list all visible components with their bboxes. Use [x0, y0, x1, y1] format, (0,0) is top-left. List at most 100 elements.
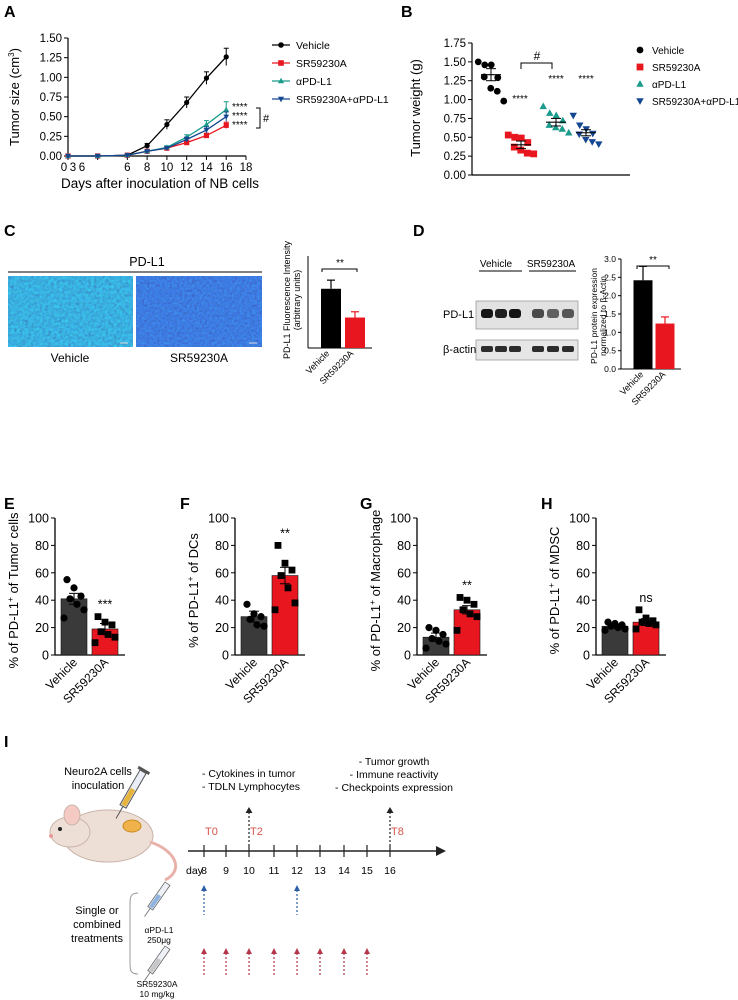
a-point — [223, 106, 230, 112]
g-point — [463, 596, 471, 604]
b-y-tick-label: 1.00 — [444, 95, 466, 107]
d-band-pdl1 — [495, 309, 507, 318]
d-band-pdl1 — [532, 309, 544, 318]
a-x-tick-label: 14 — [200, 162, 213, 174]
c-y-label-2: (arbitrary units) — [292, 270, 302, 331]
a-point — [164, 146, 170, 152]
d-band-actin — [532, 346, 544, 352]
b-point — [530, 150, 538, 158]
g-point — [453, 626, 461, 634]
panel-letter-d: D — [413, 223, 425, 240]
i-early-1: - Cytokines in tumor — [202, 768, 296, 780]
g-point — [428, 634, 436, 643]
h-y-tick-label: 0 — [583, 649, 590, 663]
i-drug2-name: SR59230A — [136, 979, 177, 989]
i-sr-dose-arrowhead — [364, 948, 370, 954]
a-stat-hash: # — [263, 113, 270, 125]
e-point — [111, 633, 119, 641]
h-point — [635, 606, 643, 614]
d-band-actin — [495, 346, 507, 352]
panel-b-dot-plot: 0.00 0.25 0.50 0.75 1.00 1.25 1.50 1.75 Tumor w… — [408, 38, 738, 182]
b-point — [480, 73, 488, 81]
d-bar — [655, 323, 675, 369]
a-x-tick-label: 6 — [79, 162, 85, 174]
panel-d-western-blot: Vehicle SR59230A PD-L1 β-actin 0.0 0.5 1.0… — [443, 254, 681, 407]
d-y-tick-label: 0.0 — [604, 364, 616, 374]
f-point — [246, 615, 254, 623]
a-point — [164, 121, 170, 128]
i-late-3: - Checkpoints expression — [335, 782, 453, 794]
c-micrograph-vehicle-texture — [8, 276, 133, 347]
b-point — [565, 128, 573, 136]
g-y-tick-label: 20 — [397, 621, 411, 635]
i-treatment-brace — [129, 892, 139, 975]
mouse-tail — [149, 840, 178, 882]
panel-letter-b: B — [401, 4, 413, 21]
h-y-tick-label: 100 — [569, 512, 590, 526]
c-image-label-sr: SR59230A — [170, 351, 228, 365]
d-y-tick-label: 0.5 — [604, 346, 616, 356]
i-early-2: - TDLN Lymphocytes — [202, 781, 300, 793]
b-point — [500, 97, 508, 105]
g-y-tick-label: 80 — [397, 539, 411, 553]
i-drug1-name: αPD-L1 — [144, 925, 173, 935]
b-legend-label: SR59230A+αPD-L1 — [652, 97, 738, 108]
i-sr-dose-arrowhead — [317, 948, 323, 954]
b-stat-sr: **** — [512, 94, 528, 105]
e-point — [66, 595, 74, 603]
b-y-tick-label: 0.50 — [444, 132, 466, 144]
e-y-tick-label: 0 — [42, 649, 49, 663]
panel-letter-h: H — [541, 496, 553, 513]
d-band-pdl1 — [562, 309, 574, 318]
c-image-title: PD-L1 — [129, 255, 164, 269]
e-point — [97, 628, 105, 636]
a-x-tick-label: 18 — [240, 162, 253, 174]
c-image-label-vehicle: Vehicle — [51, 351, 90, 365]
d-y-tick-label: 3.0 — [604, 254, 616, 264]
syringe-icon — [115, 765, 151, 819]
a-series-line-3 — [68, 116, 227, 157]
i-drug1-dose: 250μg — [147, 935, 171, 945]
d-band-actin — [481, 346, 493, 352]
e-y-axis-label: % of PD-L1+ of Tumor cells — [5, 512, 21, 668]
panel-letter-e: E — [4, 496, 15, 513]
i-day-number: 13 — [314, 865, 326, 877]
e-point — [70, 584, 78, 592]
h-point — [649, 617, 657, 625]
f-point — [271, 606, 279, 614]
h-y-tick-label: 40 — [576, 594, 590, 608]
f-point — [257, 613, 265, 621]
c-bar — [321, 288, 341, 348]
b-point — [510, 143, 518, 151]
panel-i-timeline: Neuro2A cells inoculation - Cytokines in… — [49, 756, 453, 999]
b-point — [582, 136, 590, 144]
panel-c-immunofluorescence: PD-L1 Vehicle SR59230A ** PD-L1 Fluoresc… — [8, 240, 372, 386]
g-point — [466, 610, 474, 618]
f-point — [260, 622, 268, 630]
b-point — [524, 139, 532, 146]
b-point — [487, 84, 495, 92]
mouse-illustration — [49, 765, 178, 882]
i-sr-dose-arrowhead — [294, 948, 300, 954]
a-point — [203, 121, 210, 127]
f-y-tick-label: 40 — [215, 594, 229, 608]
mouse-eye — [58, 827, 62, 831]
d-row-actin: β-actin — [443, 344, 476, 356]
panel-letter-i: I — [4, 734, 8, 751]
h-sig: ns — [639, 591, 652, 605]
b-legend-marker — [636, 80, 644, 87]
c-y-label-1: PD-L1 Fluorescence Intensity — [282, 240, 292, 359]
b-point — [481, 61, 489, 69]
i-day-number: 15 — [361, 865, 373, 877]
b-stat-pdl1: **** — [548, 74, 564, 85]
panel-letter-f: F — [180, 496, 190, 513]
f-point — [250, 610, 258, 618]
i-day-number: 12 — [291, 865, 303, 877]
h-point — [638, 618, 646, 626]
a-point — [184, 99, 190, 106]
f-point — [277, 572, 285, 579]
c-sig: ** — [336, 258, 344, 269]
b-point — [569, 112, 577, 120]
b-y-tick-label: 0.75 — [444, 113, 466, 125]
